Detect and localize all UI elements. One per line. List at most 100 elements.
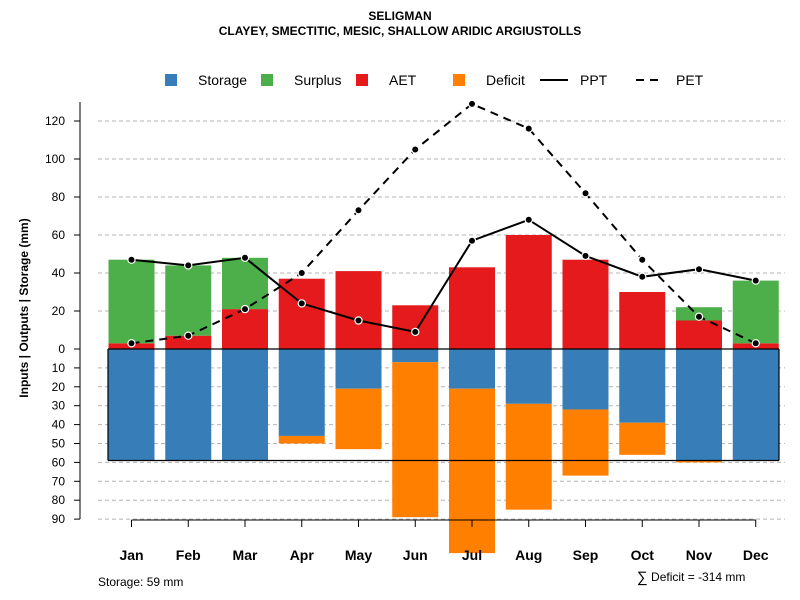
surplus-bar xyxy=(732,280,779,344)
storage-note: Storage: 59 mm xyxy=(98,575,184,589)
pet-point xyxy=(411,145,420,154)
x-tick-label-feb: Feb xyxy=(176,547,201,563)
ppt-point xyxy=(751,276,760,285)
x-tick-label-jun: Jun xyxy=(403,547,428,563)
storage-bar xyxy=(505,349,552,404)
aet-bar xyxy=(619,292,666,349)
legend-label: AET xyxy=(389,72,417,88)
x-tick-label-jan: Jan xyxy=(119,547,143,563)
ppt-point xyxy=(581,251,590,261)
y-tick-label: 80 xyxy=(52,493,66,507)
legend: Storage Surplus AET Deficit PPT PET xyxy=(165,72,704,88)
ppt-point xyxy=(411,327,420,337)
deficit-bar xyxy=(449,388,495,554)
y-tick-label: 40 xyxy=(52,266,66,280)
storage-bar xyxy=(278,349,325,436)
ppt-point xyxy=(354,316,363,325)
y-tick-label: 60 xyxy=(52,455,66,469)
x-tick-label-aug: Aug xyxy=(515,547,542,563)
legend-item-storage: Storage xyxy=(165,72,247,88)
aet-bar xyxy=(335,271,382,349)
legend-swatch xyxy=(165,74,177,86)
ppt-point xyxy=(127,255,136,264)
deficit-bar xyxy=(392,362,439,518)
deficit-bar xyxy=(619,422,666,455)
ppt-point xyxy=(467,236,477,245)
x-tick-label-nov: Nov xyxy=(686,547,713,563)
grid-lines xyxy=(98,120,785,520)
storage-bar xyxy=(335,349,382,389)
surplus-bar xyxy=(108,259,155,344)
aet-bar xyxy=(392,305,439,349)
pet-point xyxy=(297,268,306,278)
storage-bar xyxy=(732,349,779,461)
legend-item-deficit: Deficit xyxy=(453,72,525,88)
legend-swatch xyxy=(261,74,273,86)
y-tick-label: 80 xyxy=(52,190,66,204)
x-tick-label-apr: Apr xyxy=(290,547,315,563)
pet-point xyxy=(354,206,363,215)
y-axis-label: Inputs | Outputs | Storage (mm) xyxy=(17,218,31,397)
chart-subtitle: CLAYEY, SMECTITIC, MESIC, SHALLOW ARIDIC… xyxy=(218,24,582,38)
pet-point xyxy=(184,331,193,340)
pet-point xyxy=(467,99,477,109)
legend-swatch xyxy=(453,74,465,86)
y-tick-label: 100 xyxy=(45,152,65,166)
ppt-point xyxy=(184,261,193,270)
chart-title: SELIGMAN xyxy=(368,9,432,23)
pet-point xyxy=(638,255,647,264)
deficit-value: Deficit = -314 mm xyxy=(651,570,746,584)
pet-point xyxy=(581,188,590,198)
x-tick-label-may: May xyxy=(345,547,372,563)
storage-bar xyxy=(676,349,722,461)
axes: 0 20 40 60 80 100 120 10 20 30 40 50 60 70 80 90 Jan Feb M… xyxy=(45,102,769,563)
aet-bar xyxy=(505,235,552,349)
y-tick-label: 50 xyxy=(52,437,66,451)
deficit-bar xyxy=(335,388,382,450)
aet-bar xyxy=(165,335,212,349)
legend-label: Storage xyxy=(198,72,247,88)
pet-point xyxy=(524,124,533,133)
storage-bar xyxy=(165,349,212,461)
legend-item-aet: AET xyxy=(356,72,417,88)
y-tick-label: 20 xyxy=(52,380,66,394)
deficit-bar xyxy=(505,403,552,510)
ppt-point xyxy=(694,265,704,274)
y-tick-label: 10 xyxy=(52,361,66,375)
x-tick-label-mar: Mar xyxy=(233,547,258,563)
ppt-point xyxy=(240,253,250,262)
legend-label: Deficit xyxy=(486,72,525,88)
y-tick-label: 90 xyxy=(52,512,66,526)
y-tick-label: 60 xyxy=(52,228,66,242)
pet-line xyxy=(131,102,757,345)
legend-item-surplus: Surplus xyxy=(261,72,341,88)
surplus-bar xyxy=(165,265,212,336)
y-tick-label: 120 xyxy=(45,114,65,128)
x-tick-label-dec: Dec xyxy=(743,547,769,563)
x-tick-label-sep: Sep xyxy=(573,547,599,563)
lines xyxy=(127,99,760,348)
bars xyxy=(108,235,779,554)
storage-bar xyxy=(619,349,666,423)
sigma-symbol: ∑ xyxy=(637,569,648,586)
aet-bar xyxy=(222,309,268,349)
ppt-point xyxy=(524,215,533,224)
y-tick-label: 0 xyxy=(58,342,65,356)
y-tick-label: 70 xyxy=(52,474,66,488)
x-tick-label-jul: Jul xyxy=(462,547,482,563)
legend-swatch xyxy=(356,74,368,86)
ppt-line xyxy=(131,218,756,334)
y-tick-label: 40 xyxy=(52,418,66,432)
deficit-bar xyxy=(562,409,609,476)
aet-bar xyxy=(449,267,495,349)
aet-bar xyxy=(562,259,609,349)
legend-item-pet: PET xyxy=(636,72,704,88)
storage-bar xyxy=(108,349,155,461)
storage-bar xyxy=(562,349,609,410)
ppt-point xyxy=(638,272,647,281)
y-tick-label: 20 xyxy=(52,304,66,318)
pet-point xyxy=(751,339,760,348)
pet-point xyxy=(127,339,136,348)
storage-bar xyxy=(449,349,495,389)
